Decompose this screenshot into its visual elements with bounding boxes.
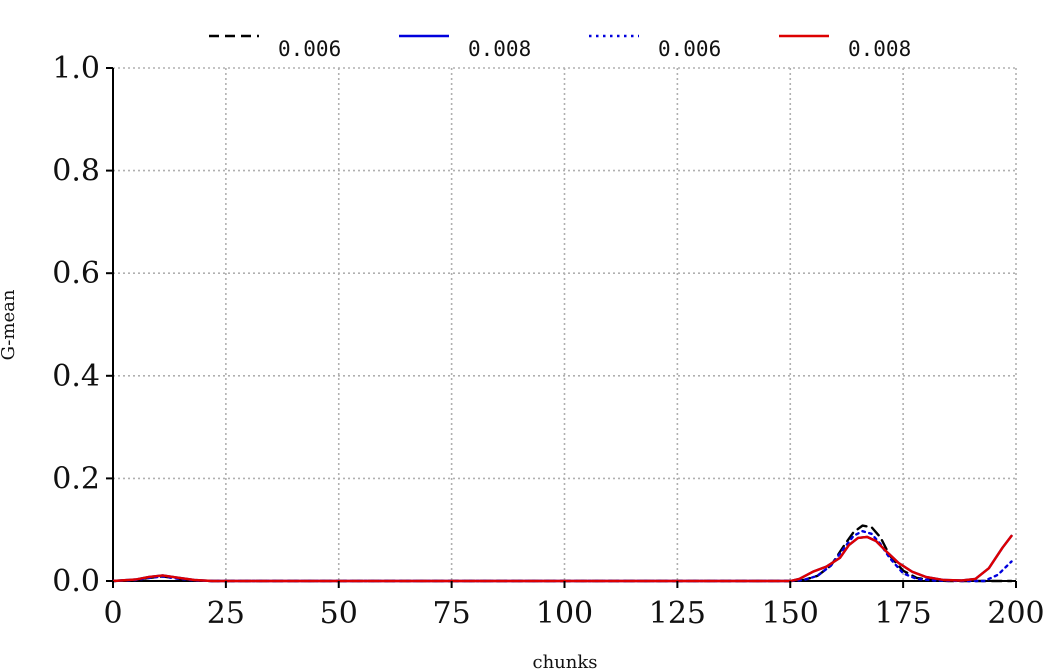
- legend-label-2: 0.008: [468, 37, 531, 61]
- y-tick-label: 0.6: [52, 256, 100, 291]
- legend-label-3: 0.006: [658, 37, 721, 61]
- x-tick-label: 100: [536, 596, 593, 631]
- x-tick-label: 150: [762, 596, 819, 631]
- ticks-layer: 0 25 50 75 100 125 150 175 200 0.0 0.2 0.4 0.6 0.8 1.0: [52, 51, 1044, 631]
- series-line-4: [111, 534, 1013, 583]
- legend: 0.006 0.008 0.006 0.008: [209, 34, 911, 61]
- series-line-3: [111, 530, 1013, 583]
- y-tick-label: 0.0: [52, 564, 100, 599]
- x-tick-label: 125: [649, 596, 706, 631]
- x-tick-label: 175: [874, 596, 931, 631]
- y-tick-label: 1.0: [52, 51, 100, 86]
- series-layer: [111, 524, 1013, 583]
- x-tick-label: 0: [103, 596, 122, 631]
- y-axis-label: G-mean: [0, 289, 19, 360]
- y-tick-label: 0.4: [52, 359, 100, 394]
- y-tick-label: 0.2: [52, 461, 100, 496]
- x-tick-label: 200: [987, 596, 1044, 631]
- x-tick-label: 75: [433, 596, 471, 631]
- legend-label-4: 0.008: [848, 37, 911, 61]
- x-tick-label: 50: [320, 596, 358, 631]
- y-tick-label: 0.8: [52, 154, 100, 189]
- series-line-1: [111, 524, 1013, 583]
- x-axis-label: chunks: [532, 652, 597, 672]
- x-tick-label: 25: [207, 596, 245, 631]
- legend-label-1: 0.006: [278, 37, 341, 61]
- grid-layer: [113, 67, 1017, 581]
